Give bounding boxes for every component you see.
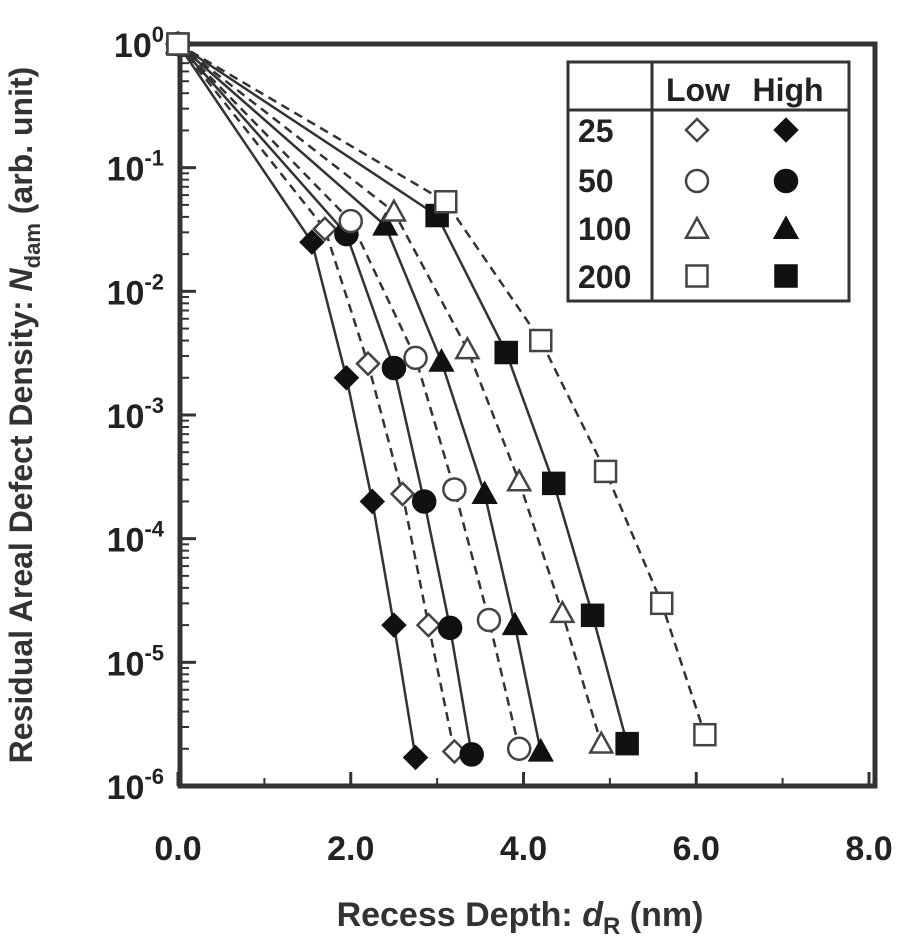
data-point-100-low bbox=[506, 467, 533, 492]
legend-row-label-50: 50 bbox=[578, 163, 614, 199]
series-line-100-high bbox=[177, 43, 542, 752]
data-point-25-high bbox=[381, 612, 407, 638]
legend-header-low: Low bbox=[666, 72, 730, 108]
data-point-200-high bbox=[580, 603, 605, 628]
y-tick-label: 10-3 bbox=[107, 393, 164, 436]
data-point-200-high bbox=[615, 731, 639, 756]
data-point-100-low bbox=[454, 335, 481, 360]
legend-marker-50-low bbox=[684, 168, 710, 194]
x-axis-title: Recess Depth: dR (nm) bbox=[337, 896, 704, 940]
series-markers bbox=[164, 30, 717, 771]
series-line-200-low bbox=[177, 42, 707, 736]
x-tick-label: 4.0 bbox=[500, 830, 547, 868]
data-point-200-low bbox=[593, 459, 618, 484]
data-point-50-low bbox=[403, 345, 428, 371]
y-tick-label: 10-4 bbox=[107, 517, 165, 560]
data-point-25-low bbox=[415, 612, 442, 638]
major-ticks bbox=[176, 42, 871, 788]
data-point-200-high bbox=[541, 471, 566, 496]
data-point-25-low bbox=[389, 481, 416, 507]
x-tick-labels: 0.0 2.0 4.0 6.0 8.0 bbox=[154, 830, 892, 868]
legend-marker-200-low bbox=[685, 264, 709, 288]
y-tick-label: 10-2 bbox=[107, 269, 164, 312]
data-point-200-low bbox=[649, 591, 674, 616]
data-point-25-low bbox=[312, 216, 338, 242]
data-point-100-high bbox=[471, 480, 498, 504]
x-tick-label: 0.0 bbox=[154, 830, 201, 868]
data-point-200-high bbox=[494, 340, 518, 365]
x-tick-label: 2.0 bbox=[327, 830, 374, 868]
data-point-100-high bbox=[527, 737, 554, 762]
y-tick-label: 100 bbox=[114, 22, 164, 65]
data-point-50-high bbox=[381, 355, 407, 381]
y-tick-label: 10-1 bbox=[107, 146, 164, 189]
series-line-25-low bbox=[177, 43, 456, 752]
data-point-50-low bbox=[442, 477, 467, 502]
legend-marker-100-high bbox=[772, 215, 800, 240]
y-axis-title: Residual Areal Defect Density: Ndam (arb… bbox=[3, 67, 45, 764]
series-line-100-low bbox=[177, 43, 603, 745]
x-tick-label: 8.0 bbox=[845, 830, 892, 868]
data-point-100-high bbox=[372, 212, 399, 236]
y-tick-labels: 100 10-1 10-2 10-3 10-4 10-5 10-6 bbox=[107, 22, 165, 807]
y-tick-label: 10-6 bbox=[107, 764, 164, 807]
data-point-25-high bbox=[402, 744, 429, 771]
data-point-100-low bbox=[549, 599, 576, 624]
data-point-200-low bbox=[166, 32, 190, 56]
legend-marker-200-high bbox=[774, 264, 798, 288]
legend-marker-25-low bbox=[684, 117, 710, 143]
legend-header-high: High bbox=[752, 72, 823, 108]
legend-row-label-25: 25 bbox=[578, 113, 614, 149]
legend-markers bbox=[683, 117, 800, 288]
legend-row-label-100: 100 bbox=[578, 211, 631, 247]
series-lines bbox=[176, 42, 707, 758]
legend-marker-100-low bbox=[683, 215, 711, 240]
data-point-100-high bbox=[501, 611, 528, 636]
data-point-100-low bbox=[588, 730, 615, 754]
series-line-25-high bbox=[176, 43, 417, 758]
data-point-100-high bbox=[428, 348, 455, 372]
data-point-50-high bbox=[411, 489, 437, 514]
series-line-200-high bbox=[177, 42, 629, 744]
legend-marker-25-high bbox=[773, 117, 799, 143]
data-point-25-low bbox=[355, 350, 381, 377]
data-point-200-low bbox=[693, 722, 717, 747]
minor-ticks bbox=[180, 48, 784, 786]
series-line-50-low bbox=[177, 43, 521, 750]
data-point-50-high bbox=[459, 742, 484, 767]
data-point-25-high bbox=[333, 365, 360, 391]
data-point-25-high bbox=[359, 488, 386, 515]
series-line-50-high bbox=[177, 43, 473, 755]
legend-marker-50-high bbox=[773, 168, 799, 194]
y-tick-label: 10-5 bbox=[107, 640, 164, 683]
data-point-50-low bbox=[476, 607, 502, 633]
x-tick-label: 6.0 bbox=[673, 830, 720, 868]
data-point-50-low bbox=[338, 208, 363, 234]
data-point-50-low bbox=[506, 736, 532, 762]
legend-row-label-200: 200 bbox=[578, 259, 631, 295]
data-point-200-low bbox=[434, 190, 458, 214]
data-point-100-low bbox=[380, 198, 408, 222]
data-point-200-low bbox=[529, 328, 553, 353]
data-point-25-high bbox=[299, 229, 325, 255]
data-point-50-high bbox=[437, 615, 463, 641]
legend: Low High 25 50 100 200 bbox=[566, 60, 851, 303]
